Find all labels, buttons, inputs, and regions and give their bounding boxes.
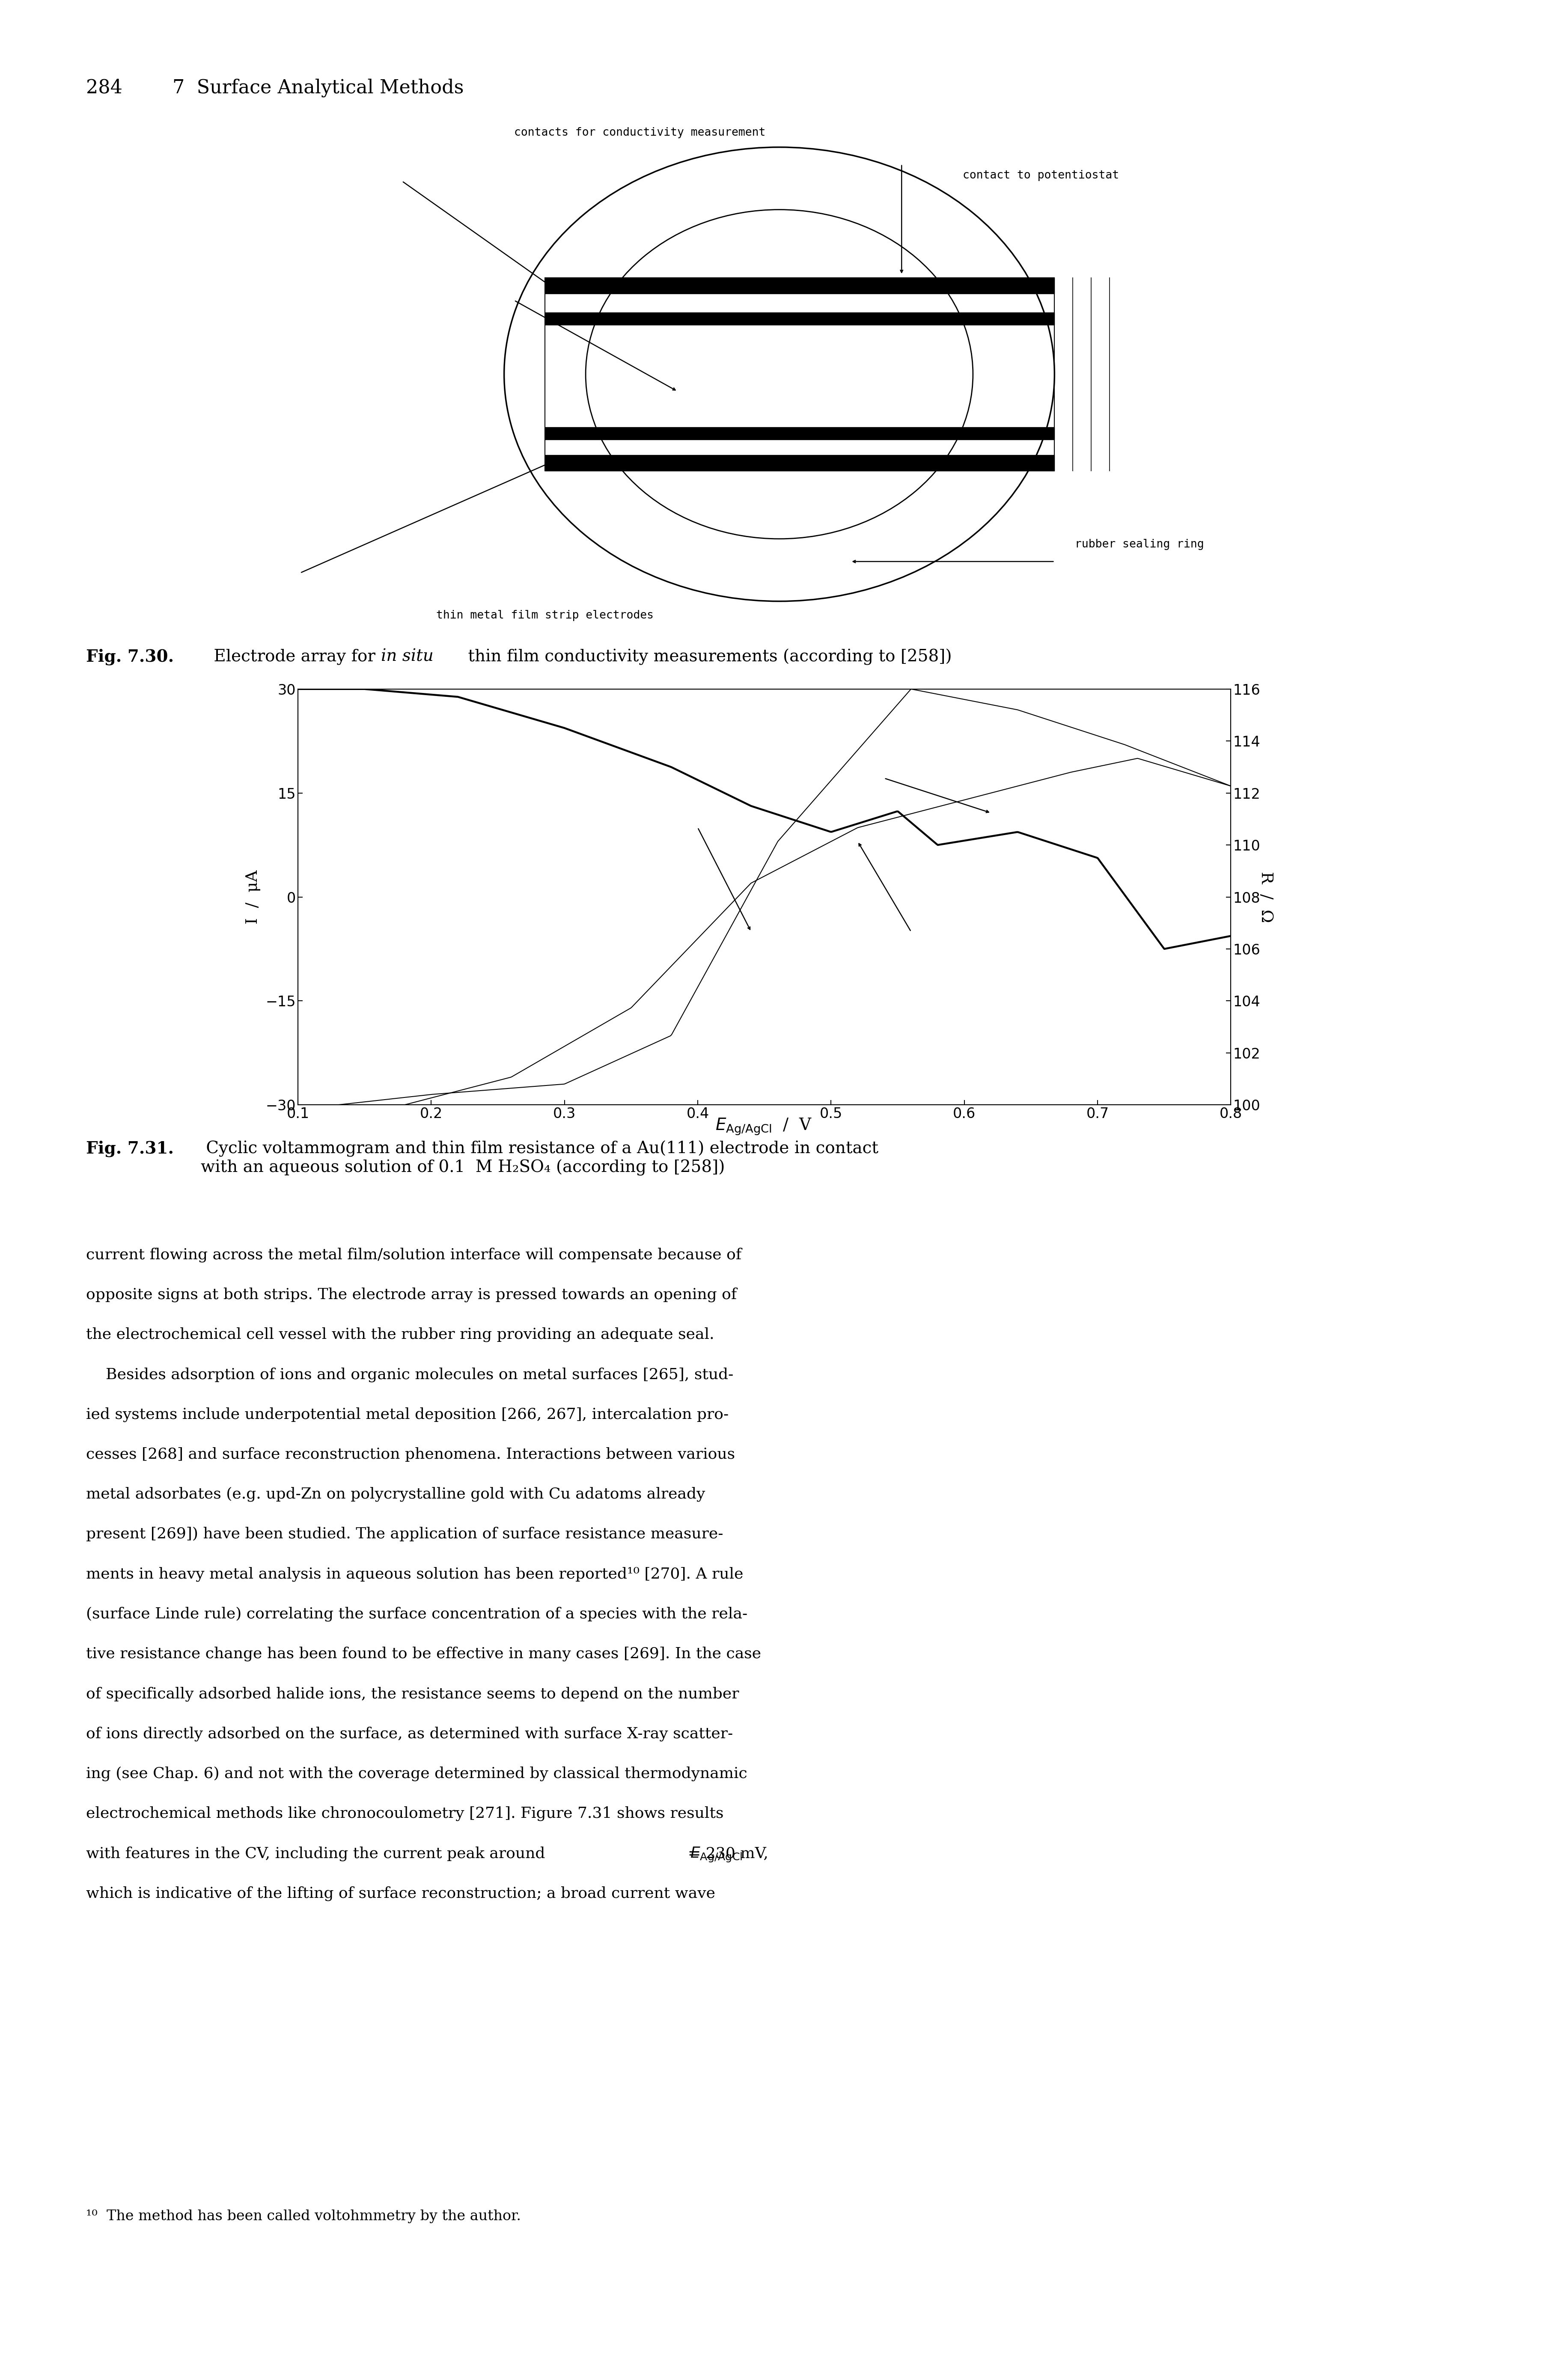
Text: tive resistance change has been found to be effective in many cases [269]. In th: tive resistance change has been found to… xyxy=(86,1647,762,1661)
Text: Fig. 7.30.: Fig. 7.30. xyxy=(86,649,174,665)
Text: 7  Surface Analytical Methods: 7 Surface Analytical Methods xyxy=(172,78,464,97)
Text: ¹⁰  The method has been called voltohmmetry by the author.: ¹⁰ The method has been called voltohmmet… xyxy=(86,2210,521,2224)
Text: ments in heavy metal analysis in aqueous solution has been reported¹⁰ [270]. A r: ments in heavy metal analysis in aqueous… xyxy=(86,1566,743,1582)
Text: $E_{\rm Ag/AgCl}$: $E_{\rm Ag/AgCl}$ xyxy=(690,1846,742,1863)
Text: cesses [268] and surface reconstruction phenomena. Interactions between various: cesses [268] and surface reconstruction … xyxy=(86,1447,735,1461)
Text: ied systems include underpotential metal deposition [266, 267], intercalation pr: ied systems include underpotential metal… xyxy=(86,1407,729,1421)
Text: rubber sealing ring: rubber sealing ring xyxy=(1074,539,1204,551)
Text: metal adsorbates (e.g. upd-Zn on polycrystalline gold with Cu adatoms already: metal adsorbates (e.g. upd-Zn on polycry… xyxy=(86,1487,706,1502)
Text: Fig. 7.31.: Fig. 7.31. xyxy=(86,1140,174,1157)
Text: current flowing across the metal film/solution interface will compensate because: current flowing across the metal film/so… xyxy=(86,1247,742,1262)
Text: contact to potentiostat: contact to potentiostat xyxy=(963,171,1120,181)
Text: 284: 284 xyxy=(86,78,122,97)
Text: Besides adsorption of ions and organic molecules on metal surfaces [265], stud-: Besides adsorption of ions and organic m… xyxy=(86,1366,734,1383)
Text: thin film conductivity measurements (according to [258]): thin film conductivity measurements (acc… xyxy=(463,649,952,665)
Text: contacts for conductivity measurement: contacts for conductivity measurement xyxy=(514,128,765,138)
Bar xyxy=(546,278,1054,470)
Text: thin metal film strip electrodes: thin metal film strip electrodes xyxy=(436,611,654,620)
Bar xyxy=(546,454,1054,470)
Text: Cyclic voltammogram and thin film resistance of a Au(111) electrode in contact
w: Cyclic voltammogram and thin film resist… xyxy=(201,1140,878,1176)
Text: ing (see Chap. 6) and not with the coverage determined by classical thermodynami: ing (see Chap. 6) and not with the cover… xyxy=(86,1765,748,1782)
Text: (surface Linde rule) correlating the surface concentration of a species with the: (surface Linde rule) correlating the sur… xyxy=(86,1606,748,1620)
Text: electrochemical methods like chronocoulometry [271]. Figure 7.31 shows results: electrochemical methods like chronocoulo… xyxy=(86,1806,724,1820)
Bar xyxy=(546,311,1054,326)
Text: $E_{\rm Ag/AgCl}$  /  V: $E_{\rm Ag/AgCl}$ / V xyxy=(715,1117,812,1136)
Text: of specifically adsorbed halide ions, the resistance seems to depend on the numb: of specifically adsorbed halide ions, th… xyxy=(86,1687,739,1701)
Text: present [269]) have been studied. The application of surface resistance measure-: present [269]) have been studied. The ap… xyxy=(86,1528,723,1542)
Bar xyxy=(546,428,1054,440)
Text: of ions directly adsorbed on the surface, as determined with surface X-ray scatt: of ions directly adsorbed on the surface… xyxy=(86,1727,734,1742)
Text: opposite signs at both strips. The electrode array is pressed towards an opening: opposite signs at both strips. The elect… xyxy=(86,1288,737,1302)
Text: which is indicative of the lifting of surface reconstruction; a broad current wa: which is indicative of the lifting of su… xyxy=(86,1887,715,1901)
Text: with features in the CV, including the current peak around                      : with features in the CV, including the c… xyxy=(86,1846,768,1860)
Text: the electrochemical cell vessel with the rubber ring providing an adequate seal.: the electrochemical cell vessel with the… xyxy=(86,1328,715,1342)
Text: Electrode array for: Electrode array for xyxy=(209,649,381,665)
Text: in situ: in situ xyxy=(381,649,434,665)
Y-axis label: I  /  μA: I / μA xyxy=(246,870,260,924)
Y-axis label: R  /  Ω: R / Ω xyxy=(1258,872,1273,922)
Bar xyxy=(546,278,1054,295)
